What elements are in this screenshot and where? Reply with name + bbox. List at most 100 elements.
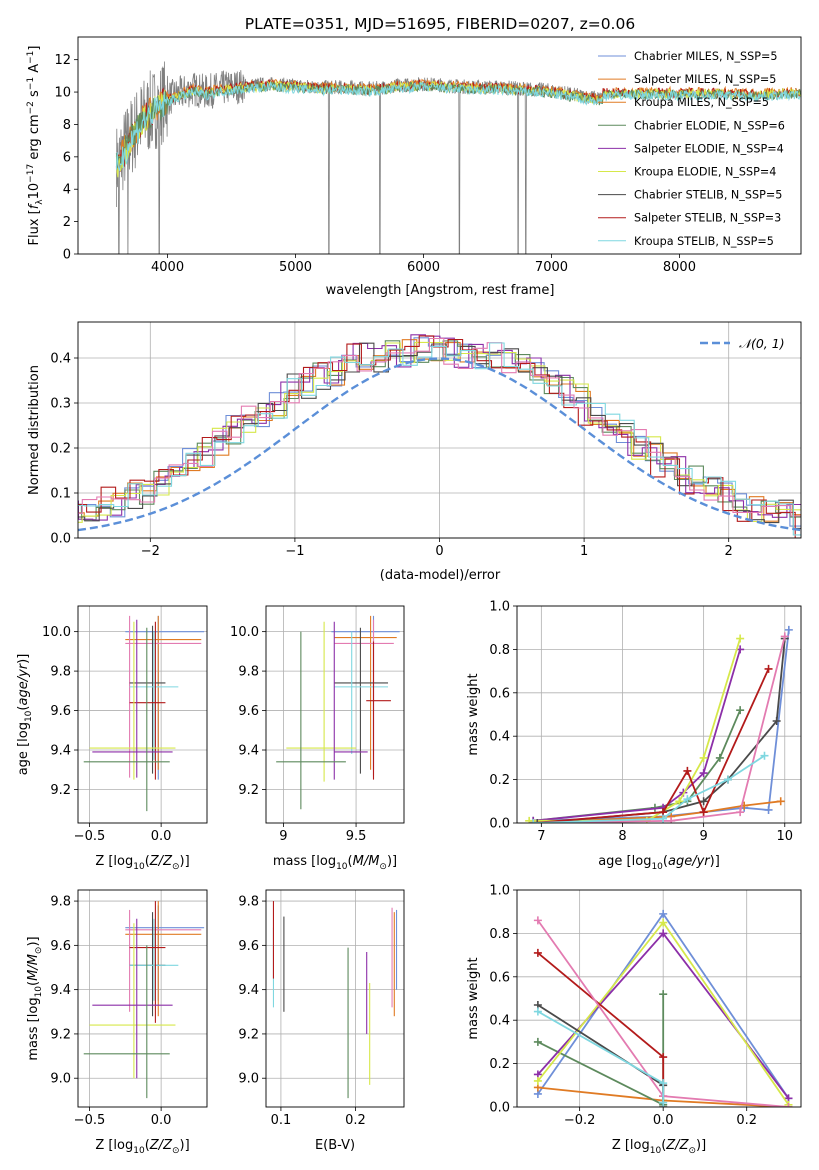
y-tick-label: 10.0	[230, 625, 259, 640]
histogram-series	[78, 337, 801, 517]
panel-8: −0.2 0.0 0.2 0.0 0.2 0.4 0.6 0.8 1.0 Z [log10(Z/Z…	[466, 884, 802, 1156]
histogram-series	[78, 342, 801, 529]
series-marker	[683, 766, 692, 775]
legend: Chabrier MILES, N_SSP=5 Salpeter MILES, N…	[598, 50, 785, 248]
y-tick-label: 0.8	[489, 927, 510, 942]
series-line	[529, 638, 741, 822]
y-tick-label: 9.8	[238, 895, 259, 910]
axes-frame	[77, 605, 208, 824]
x-axis-label: wavelength [Angstrom, rest frame]	[326, 283, 555, 298]
x-tick-label: 2	[725, 544, 733, 559]
x-axis-label: mass [log10(M/M⊙)]	[273, 854, 397, 872]
legend-label: Chabrier MILES, N_SSP=5	[634, 50, 777, 63]
y-tick-label: 0	[63, 248, 71, 263]
series-marker	[736, 808, 745, 817]
series-line	[537, 638, 786, 823]
series-marker	[529, 819, 538, 823]
panel-2: −2 −1 0 1 2 0.0 0.1 0.2 0.3 0.4 𝒩(0, 1) (data-model…	[27, 321, 802, 583]
x-tick-label: 0.2	[736, 1113, 757, 1128]
x-axis-label: Z [log10(Z/Z⊙)]	[95, 1138, 189, 1156]
axes-frame	[265, 889, 405, 1108]
label-part: ⊙	[172, 862, 180, 872]
label-part: −1	[26, 51, 36, 64]
label-part: 10	[34, 986, 44, 998]
label-part: A	[27, 64, 42, 77]
histogram-series	[78, 340, 801, 521]
legend-label: Kroupa STELIB, N_SSP=5	[634, 235, 774, 248]
errorbars	[272, 901, 398, 1099]
label-part: Z [log	[612, 1138, 650, 1153]
label-part: )]	[180, 1138, 190, 1153]
y-axis-label: mass weight	[466, 673, 481, 755]
y-tick-label: 10.0	[42, 625, 71, 640]
series-line	[533, 649, 741, 822]
series-marker	[772, 717, 781, 726]
y-tick-label: 4	[63, 183, 71, 198]
x-tick-label: 0.1	[271, 1113, 292, 1128]
label-part: ⊙	[172, 1146, 180, 1156]
label-part: (	[145, 1138, 150, 1153]
x-axis-label: E(B-V)	[315, 1138, 355, 1153]
axes-frame	[77, 321, 802, 539]
series-marker	[764, 805, 773, 814]
series-marker	[715, 753, 724, 762]
x-tick-label: −0.2	[564, 1113, 596, 1128]
axes-frame	[516, 889, 802, 1108]
y-tick-label: 0.3	[50, 397, 71, 412]
series-marker	[533, 819, 542, 823]
series-marker	[675, 797, 684, 806]
series-marker	[683, 795, 692, 804]
y-tick-label: 9.0	[238, 1072, 259, 1087]
label-part: 10	[27, 183, 42, 200]
series-line	[537, 994, 665, 1107]
y-tick-label: 0.4	[50, 352, 71, 367]
y-tick-label: 0.0	[489, 817, 510, 832]
series-marker	[533, 916, 542, 925]
y-tick-label: 0.0	[489, 1101, 510, 1116]
label-part: −1	[26, 77, 36, 90]
label-part: (	[348, 854, 353, 869]
x-tick-label: 10	[776, 829, 793, 844]
x-tick-label: 0.2	[345, 1113, 366, 1128]
series-marker	[659, 990, 668, 999]
label-part: 10	[133, 862, 145, 872]
y-tick-label: 9.6	[50, 704, 71, 719]
x-tick-label: 7	[537, 829, 545, 844]
x-tick-label: 8	[618, 829, 626, 844]
x-tick-label: 7000	[535, 260, 568, 275]
x-tick-label: −2	[141, 544, 160, 559]
legend-label: Kroupa MILES, N_SSP=5	[634, 96, 769, 109]
y-tick-label: 9.8	[238, 665, 259, 680]
label-part: ⊙	[379, 862, 387, 872]
y-tick-label: 8	[63, 118, 71, 133]
x-axis-label: (data-model)/error	[380, 568, 501, 583]
series-marker	[659, 1053, 668, 1062]
y-tick-label: 0.2	[489, 1057, 510, 1072]
y-tick-label: 0.2	[50, 442, 71, 457]
y-tick-label: 9.2	[50, 1027, 71, 1042]
y-axis-label: Normed distribution	[27, 365, 42, 495]
label-part: f	[27, 202, 42, 209]
label-part: Z/Z	[149, 854, 173, 869]
histograms	[78, 334, 801, 538]
x-axis-label: age [log10(age/yr)]	[598, 854, 720, 872]
x-tick-label: 0.0	[653, 1113, 674, 1128]
spectrum-lines	[115, 61, 801, 254]
label-part: age/yr	[16, 662, 31, 705]
histogram-series	[78, 342, 801, 536]
y-tick-label: 9.4	[238, 983, 259, 998]
label-part: ]	[27, 46, 42, 51]
x-tick-label: 6000	[407, 260, 440, 275]
series-lines	[525, 625, 793, 823]
y-tick-label: 9.8	[50, 665, 71, 680]
panel-3: −0.5 0.09.29.49.69.810.0Z [log10(Z/Z⊙)]ag…	[16, 605, 208, 872]
label-part: ⊙	[34, 947, 44, 955]
legend-label: Chabrier ELODIE, N_SSP=6	[634, 119, 785, 132]
y-tick-label: 0.4	[489, 1014, 510, 1029]
series-marker	[659, 1079, 668, 1088]
label-part: Z/Z	[665, 1138, 689, 1153]
series-marker	[525, 816, 534, 823]
series-marker	[533, 948, 542, 957]
panel-1: 4000 5000 6000 7000 8000 0 2 4 6 8 10 12 Chabrier MI…	[26, 15, 802, 298]
